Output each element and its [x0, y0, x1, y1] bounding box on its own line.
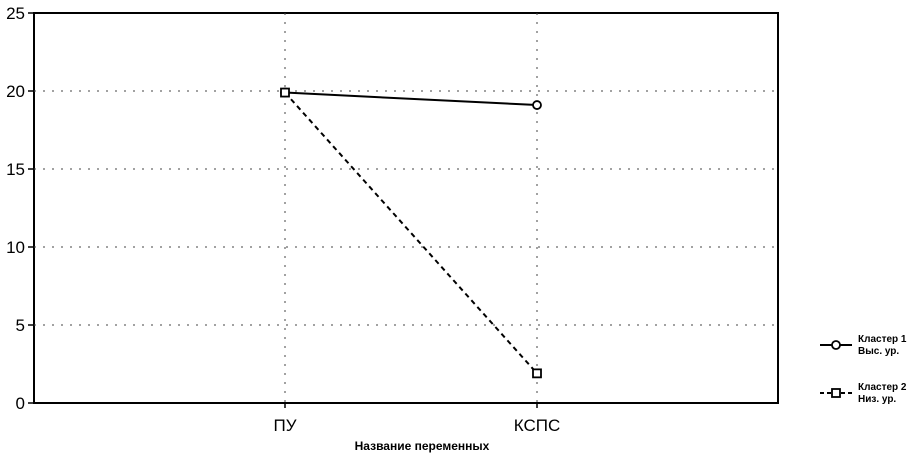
- grid-lines: [34, 13, 778, 403]
- series-2: [280, 87, 542, 379]
- y-tick-label: 20: [6, 82, 25, 101]
- legend-sublabel: Низ. ур.: [858, 394, 896, 405]
- y-tick-label: 25: [6, 4, 25, 23]
- series-line: [284, 91, 538, 107]
- y-tick-label: 0: [16, 394, 25, 413]
- y-tick-label: 5: [16, 316, 25, 335]
- legend-marker-square: [831, 388, 841, 398]
- series-group: [280, 87, 542, 379]
- data-point-circle: [532, 100, 542, 110]
- x-axis-ticks: ПУ КСПС: [273, 403, 560, 435]
- data-point-square: [280, 87, 290, 98]
- legend-sublabel: Выс. ур.: [858, 346, 899, 357]
- legend-label: Кластер 1: [858, 334, 907, 345]
- legend-label: Кластер 2: [858, 382, 907, 393]
- x-tick-label: ПУ: [273, 416, 296, 435]
- y-axis-ticks: 0 5 10 15 20 25: [6, 4, 34, 413]
- x-tick-label: КСПС: [514, 416, 560, 435]
- data-point-square: [532, 368, 542, 379]
- y-tick-label: 10: [6, 238, 25, 257]
- x-axis-label: Название переменных: [355, 439, 490, 453]
- legend-marker-circle: [831, 340, 841, 350]
- y-tick-label: 15: [6, 160, 25, 179]
- plot-area: [33, 12, 779, 404]
